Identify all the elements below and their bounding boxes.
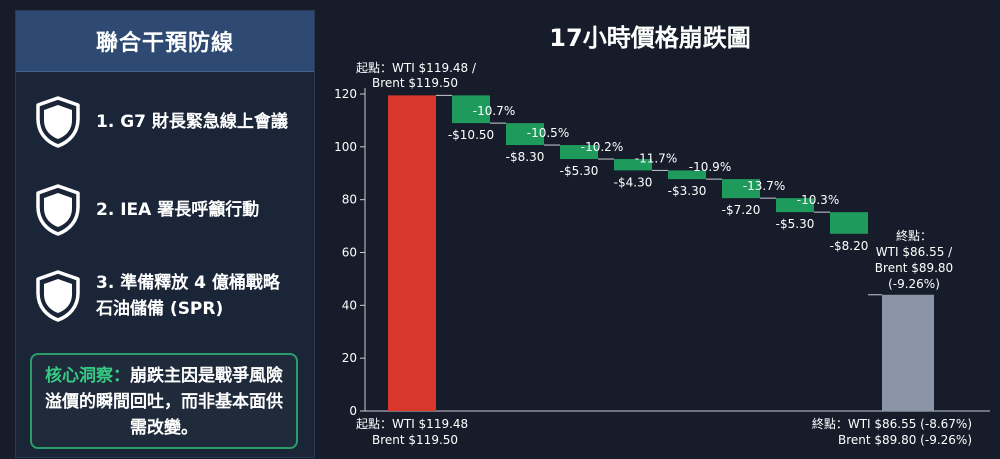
delta-label: -$5.30 [776,217,815,231]
start-bar [388,95,436,412]
insight-box: 核心洞察：崩跌主因是戰爭風險溢價的瞬間回吐，而非基本面供需改變。 [30,353,298,449]
end-bottom-label: Brent $89.80 (-9.26%) [838,433,972,447]
y-tick-label: 100 [334,140,357,154]
measure-line-1: 1. G7 財長緊急線上會議 [96,112,288,132]
delta-label: -$4.30 [614,175,653,189]
decrease-bar [560,145,598,160]
end-top-label: 終點： [896,228,932,243]
shield-icon [36,96,80,148]
pct-label: -11.7% [635,151,677,165]
decrease-bar [776,198,814,213]
intervention-panel: 聯合干預防線 1. G7 財長緊急線上會議 2. IEA 署長呼籲行動 3. 準… [15,10,315,458]
delta-label: -$5.30 [560,164,599,178]
shield-icon [36,184,80,236]
decrease-bar [830,212,868,234]
pct-label: -10.5% [527,126,569,140]
y-tick-label: 80 [342,193,357,207]
decrease-bar [722,179,760,199]
measure-line-1: 3. 準備釋放 4 億桶戰略 [96,273,280,293]
waterfall-chart: 17小時價格崩跌圖 0 20 40 60 80 100 120 起點：WTI $119.48… [334,24,990,447]
pct-label: -13.7% [743,179,785,193]
insight-text: 崩跌主因是戰爭風險溢價的瞬間回吐，而非基本面供需改變。 [45,366,283,438]
start-top-label: Brent $119.50 [372,76,458,90]
insight-label: 核心洞察： [45,366,130,386]
end-top-label: Brent $89.80 [875,261,953,275]
end-bottom-label: 終點：WTI $86.55 (-8.67%) [812,416,972,431]
measure-line-1: 2. IEA 署長呼籲行動 [96,200,260,220]
chart-title: 17小時價格崩跌圖 [549,24,750,52]
end-top-label: (-9.26%) [888,277,940,291]
decrease-bar [614,159,652,171]
delta-label: -$8.20 [830,239,869,253]
measure-item-2: 2. IEA 署長呼籲行動 [34,183,259,237]
y-tick-label: 40 [342,298,357,312]
y-tick-label: 60 [342,246,357,260]
measure-item-3: 3. 準備釋放 4 億桶戰略 石油儲備 (SPR) [34,269,280,323]
y-tick-label: 20 [342,351,357,365]
y-tick-label: 0 [349,404,357,418]
measure-line-2: 石油儲備 (SPR) [96,299,224,319]
panel-title: 聯合干預防線 [16,11,314,72]
delta-label: -$8.30 [506,150,545,164]
measure-item-1: 1. G7 財長緊急線上會議 [34,95,288,149]
decrease-bar [452,95,490,124]
delta-label: -$3.30 [668,184,707,198]
start-top-label: 起點：WTI $119.48 / [356,61,477,75]
end-top-label: WTI $86.55 / [876,245,953,259]
delta-label: -$10.50 [448,128,494,142]
decrease-bar [506,123,544,146]
pct-label: -10.2% [581,140,623,154]
start-bottom-label: Brent $119.50 [372,433,458,447]
end-bar [882,294,934,411]
delta-label: -$7.20 [722,203,761,217]
y-tick-label: 120 [334,87,357,101]
pct-label: -10.3% [797,193,839,207]
pct-label: -10.7% [473,104,515,118]
decrease-bar [668,170,706,180]
pct-label: -10.9% [689,160,731,174]
shield-icon [36,270,80,322]
start-bottom-label: 起點：WTI $119.48 [356,417,468,431]
